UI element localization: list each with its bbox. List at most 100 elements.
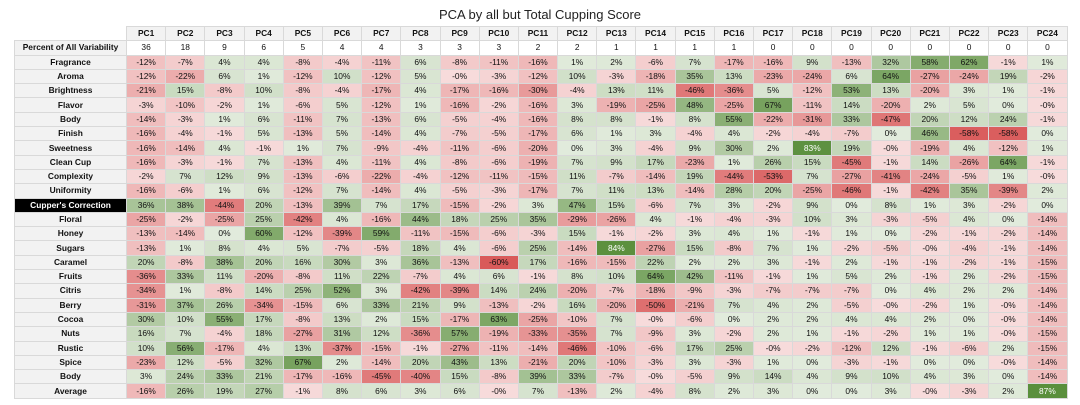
- table-row: Percent of All Variability 36 18 9 6 5 4 4 3 3 3 2 2…: [14, 40, 1068, 56]
- table-cell: -2%: [792, 340, 833, 356]
- table-cell: 10%: [243, 83, 284, 99]
- table-cell: 17%: [517, 254, 559, 271]
- table-cell: -27%: [909, 68, 950, 85]
- table-cell: -5%: [439, 111, 480, 128]
- table-cell: 20%: [557, 354, 598, 371]
- table-cell: -16%: [125, 183, 167, 199]
- table-cell: 1%: [204, 111, 245, 128]
- table-cell: 2%: [988, 383, 1029, 399]
- table-cell: -14%: [517, 340, 559, 356]
- table-cell: 3%: [674, 226, 715, 242]
- table-cell: 4%: [243, 240, 284, 256]
- table-cell: 11%: [635, 83, 676, 99]
- table-cell: 64%: [988, 154, 1029, 170]
- table-cell: -23%: [752, 68, 794, 85]
- table-cell: 2%: [713, 383, 755, 399]
- table-cell: 2%: [792, 297, 833, 313]
- table-cell: 5%: [948, 97, 990, 113]
- table-cell: 2%: [988, 340, 1029, 356]
- table-cell: 36%: [125, 197, 167, 213]
- table-cell: -0%: [1027, 168, 1068, 185]
- table-cell: -8%: [282, 269, 323, 285]
- column-header-pc13: PC13: [596, 25, 637, 42]
- table-cell: 3%: [125, 369, 167, 385]
- table-cell: 0: [948, 40, 990, 56]
- table-cell: -1%: [752, 269, 794, 285]
- table-cell: -15%: [1027, 254, 1068, 271]
- table-cell: 39%: [321, 197, 363, 213]
- table-cell: -7%: [831, 126, 872, 142]
- table-cell: -12%: [282, 226, 323, 242]
- table-cell: 0%: [204, 226, 245, 242]
- column-header-pc20: PC20: [870, 25, 911, 42]
- table-cell: 2%: [831, 254, 872, 271]
- table-row: Spice -23% 12% -5% 32% 67% 2% -14% 20% 43% 13% -21%…: [14, 354, 1068, 371]
- table-cell: 8%: [870, 197, 911, 213]
- table-cell: -16%: [125, 154, 167, 170]
- table-cell: 1%: [243, 68, 284, 85]
- table-cell: -1%: [870, 154, 911, 170]
- table-cell: 13%: [870, 83, 911, 99]
- row-label: Fragrance: [14, 54, 127, 70]
- table-cell: -30%: [517, 83, 559, 99]
- table-cell: 58%: [909, 54, 950, 70]
- table-cell: -34%: [125, 283, 167, 299]
- table-cell: -14%: [674, 183, 715, 199]
- column-header-pc1: PC1: [125, 25, 167, 42]
- table-cell: 20%: [400, 354, 441, 371]
- table-cell: -4%: [557, 83, 598, 99]
- table-cell: -26%: [596, 211, 637, 228]
- table-cell: -17%: [517, 183, 559, 199]
- table-cell: -3%: [165, 111, 206, 128]
- table-cell: -3%: [713, 283, 755, 299]
- table-cell: -2%: [478, 197, 519, 213]
- column-header-pc23: PC23: [988, 25, 1029, 42]
- table-cell: 5%: [831, 269, 872, 285]
- table-cell: -3%: [517, 226, 559, 242]
- column-header-pc7: PC7: [361, 25, 402, 42]
- table-cell: -31%: [792, 111, 833, 128]
- table-cell: -1%: [596, 226, 637, 242]
- table-cell: -1%: [243, 140, 284, 156]
- table-cell: -25%: [517, 311, 559, 328]
- table-cell: -0%: [478, 383, 519, 399]
- table-cell: 0%: [831, 197, 872, 213]
- table-cell: -14%: [1027, 369, 1068, 385]
- table-cell: -24%: [792, 68, 833, 85]
- table-cell: -24%: [948, 68, 990, 85]
- table-cell: 9%: [674, 140, 715, 156]
- table-cell: 0%: [870, 226, 911, 242]
- row-label: Spice: [14, 354, 127, 371]
- table-cell: 4%: [831, 311, 872, 328]
- table-cell: -16%: [752, 54, 794, 70]
- table-cell: 33%: [204, 369, 245, 385]
- table-cell: 8%: [557, 269, 598, 285]
- column-header-pc16: PC16: [713, 25, 755, 42]
- table-cell: -0%: [635, 369, 676, 385]
- table-cell: 4%: [243, 340, 284, 356]
- table-cell: 25%: [713, 340, 755, 356]
- pca-loadings-table: PC1 PC2 PC3 PC4 PC5 PC6 PC7 PC8 PC9 PC10 PC11 PC12 P…: [14, 25, 1068, 399]
- table-cell: 22%: [635, 254, 676, 271]
- table-cell: -4%: [400, 140, 441, 156]
- table-cell: 3%: [674, 354, 715, 371]
- table-cell: 6: [243, 40, 284, 56]
- table-cell: -25%: [635, 97, 676, 113]
- table-cell: -53%: [752, 168, 794, 185]
- table-cell: -10%: [165, 97, 206, 113]
- table-cell: 12%: [361, 326, 402, 342]
- column-header-pc14: PC14: [635, 25, 676, 42]
- table-cell: 3%: [752, 383, 794, 399]
- table-cell: 4%: [792, 369, 833, 385]
- table-cell: 36: [125, 40, 167, 56]
- table-cell: 15%: [165, 83, 206, 99]
- table-cell: -41%: [870, 168, 911, 185]
- table-cell: 63%: [478, 311, 519, 328]
- table-cell: -25%: [125, 211, 167, 228]
- table-cell: -4%: [635, 383, 676, 399]
- table-cell: 6%: [243, 111, 284, 128]
- table-cell: -12%: [792, 83, 833, 99]
- table-cell: 13%: [478, 354, 519, 371]
- table-cell: -2%: [831, 240, 872, 256]
- table-cell: 1%: [282, 140, 323, 156]
